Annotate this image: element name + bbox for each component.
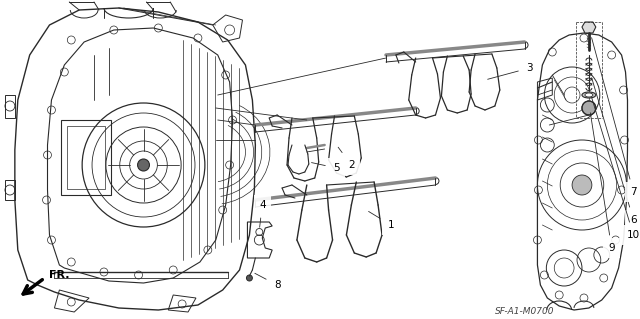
Text: 5: 5 (312, 163, 340, 173)
Text: 10: 10 (592, 98, 640, 240)
Text: 4: 4 (259, 200, 266, 227)
Circle shape (572, 175, 592, 195)
Ellipse shape (585, 93, 593, 97)
Text: 8: 8 (255, 273, 280, 290)
Text: 7: 7 (591, 38, 637, 197)
Text: 3: 3 (488, 63, 533, 79)
Circle shape (582, 101, 596, 115)
Text: 6: 6 (591, 78, 637, 225)
Ellipse shape (582, 92, 596, 98)
Polygon shape (582, 22, 596, 33)
Circle shape (246, 275, 252, 281)
Text: FR.: FR. (49, 270, 70, 280)
Text: SF-A1-M0700: SF-A1-M0700 (495, 308, 554, 316)
Text: 2: 2 (338, 147, 355, 170)
Circle shape (138, 159, 150, 171)
Text: 9: 9 (590, 113, 615, 253)
Text: 1: 1 (369, 211, 394, 230)
